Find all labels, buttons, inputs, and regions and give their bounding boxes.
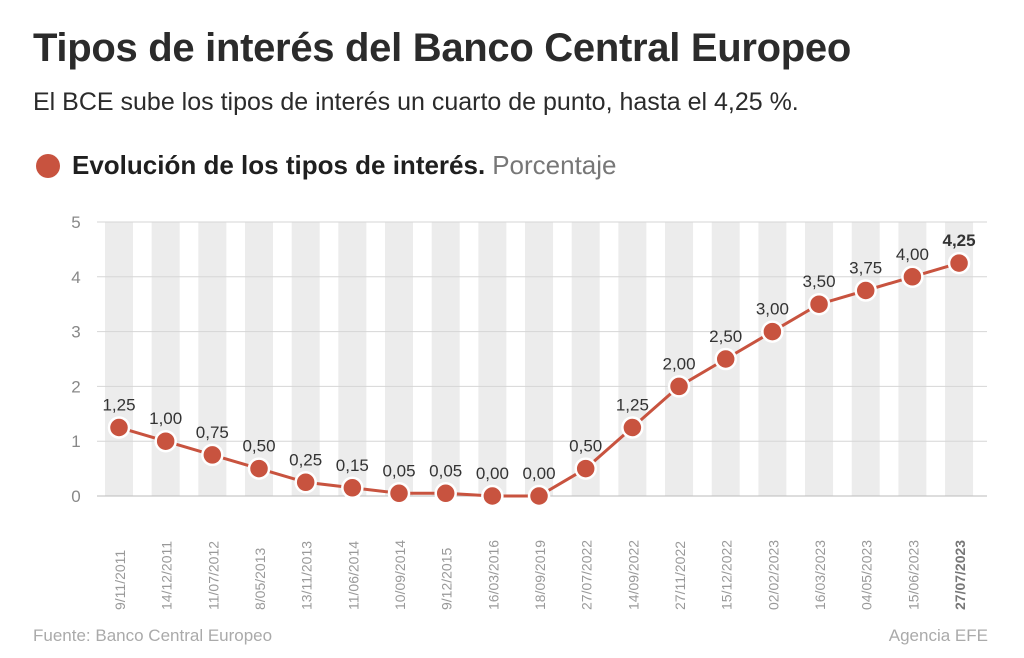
data-label: 2,00	[662, 354, 695, 373]
data-label: 0,00	[476, 464, 509, 483]
column-band	[851, 222, 880, 496]
data-point	[247, 457, 271, 480]
data-label: 3,50	[803, 272, 836, 291]
x-tick-label: 9/11/2011	[112, 550, 128, 610]
x-tick-label: 8/05/2013	[252, 548, 268, 610]
data-point	[294, 471, 317, 494]
data-label: 2,50	[709, 327, 742, 346]
data-label: 0,50	[569, 437, 602, 456]
data-point	[527, 484, 551, 508]
data-label: 0,15	[336, 456, 369, 475]
data-point	[574, 457, 597, 480]
column-band	[431, 222, 460, 496]
x-tick-label: 11/06/2014	[345, 541, 361, 610]
y-tick-label: 1	[71, 432, 80, 451]
data-point	[714, 347, 737, 371]
column-band	[478, 222, 507, 496]
data-label: 0,00	[522, 464, 555, 483]
legend: Evolución de los tipos de interés. Porce…	[36, 150, 617, 181]
column-band	[665, 222, 694, 496]
data-point	[107, 416, 131, 439]
x-tick-label: 04/05/2023	[859, 540, 875, 610]
data-label: 0,05	[382, 461, 415, 480]
x-tick-label: 13/11/2013	[299, 541, 315, 610]
data-point	[341, 476, 364, 500]
data-label: 0,25	[289, 450, 322, 469]
x-tick-label: 14/12/2011	[159, 541, 175, 610]
data-label: 1,25	[102, 396, 135, 415]
column-band	[805, 222, 834, 496]
data-point	[947, 251, 971, 275]
data-label: 0,75	[196, 423, 229, 442]
data-point	[201, 443, 224, 467]
column-band	[151, 222, 180, 496]
data-label: 0,05	[429, 461, 462, 480]
data-label: 1,25	[616, 396, 649, 415]
y-tick-label: 0	[71, 487, 80, 506]
x-tick-label: 27/07/2023	[952, 540, 968, 610]
data-point	[901, 265, 924, 289]
column-band	[105, 222, 133, 496]
column-band	[245, 222, 274, 496]
data-point	[761, 320, 784, 343]
column-band	[338, 222, 367, 496]
x-tick-label: 15/12/2022	[719, 540, 735, 610]
x-tick-label: 27/07/2022	[579, 540, 595, 610]
page-subtitle: El BCE sube los tipos de interés un cuar…	[33, 88, 799, 116]
x-tick-label: 15/06/2023	[905, 540, 921, 610]
legend-unit: Porcentaje	[492, 150, 617, 180]
y-tick-label: 5	[71, 213, 80, 232]
column-band	[571, 222, 600, 496]
data-point	[854, 279, 877, 302]
data-point	[481, 484, 504, 508]
x-tick-label: 18/09/2019	[532, 540, 548, 610]
x-tick-label: 16/03/2023	[812, 540, 828, 610]
column-band	[618, 222, 647, 496]
x-tick-label: 14/09/2022	[625, 540, 641, 610]
column-band	[291, 222, 320, 496]
column-band	[385, 222, 414, 496]
data-label: 0,50	[242, 437, 275, 456]
y-tick-label: 3	[71, 323, 80, 342]
legend-dot-icon	[36, 153, 60, 178]
y-tick-label: 4	[71, 268, 80, 287]
data-label: 4,00	[896, 245, 929, 264]
x-tick-label: 16/03/2016	[485, 540, 501, 610]
y-tick-label: 2	[71, 377, 80, 396]
data-label: 1,00	[149, 409, 182, 428]
source-note: Fuente: Banco Central Europeo	[33, 626, 273, 645]
page-title: Tipos de interés del Banco Central Europ…	[33, 26, 851, 70]
data-label: 3,75	[849, 259, 882, 278]
data-point	[387, 482, 411, 505]
data-point	[621, 416, 644, 439]
legend-label: Evolución de los tipos de interés.	[72, 150, 486, 180]
x-tick-label: 10/09/2014	[392, 540, 408, 610]
data-label: 3,00	[756, 300, 789, 319]
x-tick-label: 9/12/2015	[439, 548, 455, 610]
data-point	[434, 482, 457, 505]
data-point	[667, 375, 691, 398]
x-tick-label: 02/02/2023	[765, 540, 781, 610]
x-tick-label: 11/07/2012	[205, 541, 221, 610]
agency-credit: Agencia EFE	[888, 626, 988, 645]
data-label: 4,25	[943, 231, 976, 250]
column-band	[758, 222, 787, 496]
data-point	[154, 429, 177, 453]
column-band	[525, 222, 554, 496]
x-tick-label: 27/11/2022	[672, 541, 688, 610]
data-point	[807, 292, 831, 316]
